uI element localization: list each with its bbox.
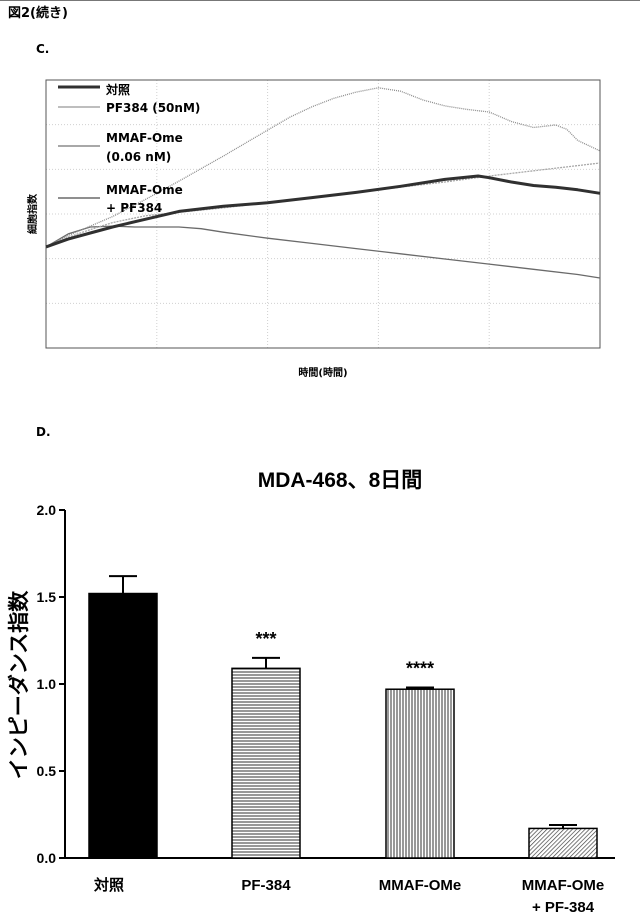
y-tick-label: 1.0 (37, 676, 57, 692)
significance-marker-2: **** (406, 658, 434, 678)
y-tick-label: 0.0 (37, 850, 57, 866)
legend-swatches (58, 87, 100, 198)
legend-label-combo-line1: MMAF-Ome (106, 183, 183, 197)
legend-label-combo-line2: + PF384 (106, 201, 162, 215)
bar-2 (386, 689, 454, 858)
y-axis-label: 細胞指数 (26, 193, 39, 234)
legend-label-mmaf-line1: MMAF-Ome (106, 131, 183, 145)
bar-1 (232, 668, 300, 858)
legend-label-pf384: PF384 (50nM) (106, 101, 200, 115)
significance-marker-1: *** (255, 629, 276, 649)
cell-index-line-chart: 細胞指数 時間(時間) (0, 60, 640, 390)
y-tick-label: 0.5 (37, 763, 57, 779)
panel-d-label: D. (36, 425, 51, 439)
legend-label-control: 対照 (106, 81, 130, 98)
category-labels: 対照 PF-384 MMAF-OMe MMAF-OMe + PF-384 (93, 876, 604, 916)
category-label-2: MMAF-OMe (379, 877, 462, 894)
figure-header: 図2(続き) (8, 2, 68, 21)
category-label-3: MMAF-OMe (522, 877, 605, 894)
y-tick-label: 1.5 (37, 589, 57, 605)
category-label-1: PF-384 (241, 877, 291, 894)
y-tick-label: 2.0 (37, 502, 57, 518)
series-line-3 (46, 226, 600, 278)
x-axis-label: 時間(時間) (298, 366, 347, 379)
category-label-0: 対照 (93, 876, 124, 894)
panel-c-label: C. (36, 42, 49, 56)
impedance-bar-chart: MDA-468、8日間 インピーダンス指数 0.0 0.5 1.0 1.5 2.0 **… (0, 455, 640, 923)
legend-label-mmaf-line2: (0.06 nM) (106, 150, 171, 164)
bars: ******* (89, 576, 597, 858)
category-label-3: + PF-384 (532, 899, 595, 916)
top-border (0, 0, 640, 1)
bar-0 (89, 594, 157, 858)
bar-3 (529, 828, 597, 858)
chart-title: MDA-468、8日間 (258, 469, 423, 492)
y-axis-label: インピーダンス指数 (7, 590, 31, 780)
